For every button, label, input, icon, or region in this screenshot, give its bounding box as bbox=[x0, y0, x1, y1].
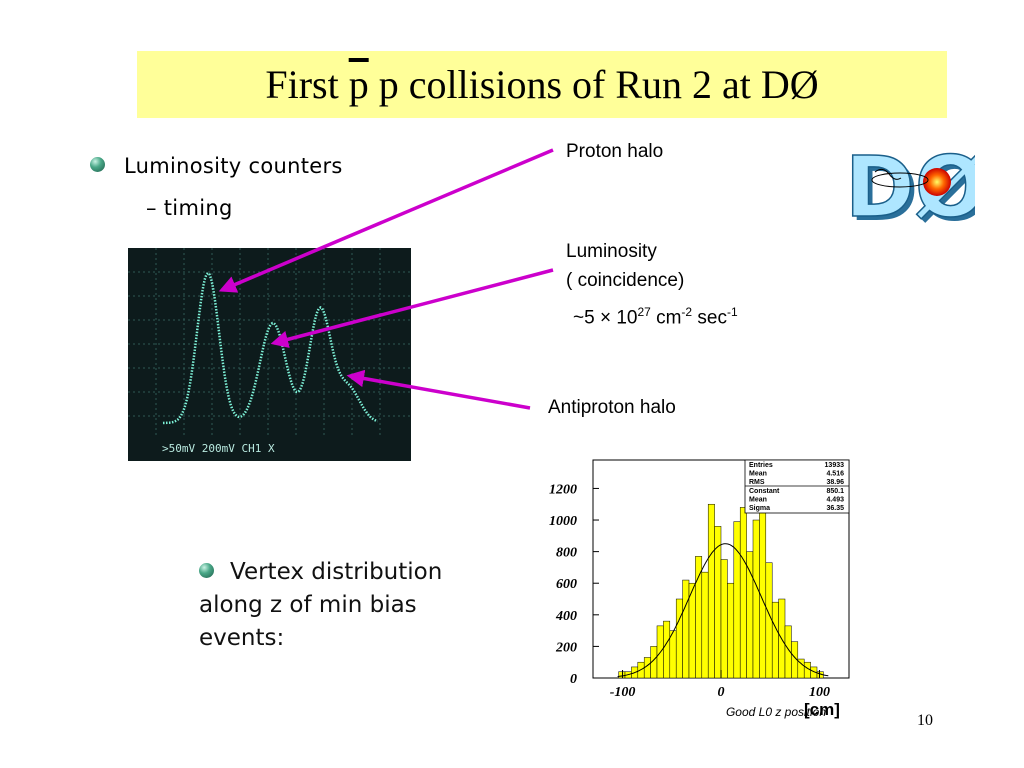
oscilloscope-readout: >50mV 200mV CH1 X bbox=[162, 442, 275, 455]
stats-label: Entries bbox=[749, 462, 773, 469]
lumi-prefix: ~5 × 10 bbox=[573, 307, 638, 329]
page-number: 10 bbox=[917, 712, 933, 729]
histogram-bar bbox=[727, 582, 735, 679]
x-tick-label: -100 bbox=[610, 685, 636, 700]
y-tick-label: 400 bbox=[555, 609, 577, 624]
d0-logo-graphic: DØ DØ bbox=[844, 137, 990, 240]
y-tick-label: 1000 bbox=[549, 514, 577, 529]
x-axis-unit: [cm] bbox=[804, 700, 840, 719]
histogram-bar bbox=[695, 556, 703, 679]
lumi-exp-3: -1 bbox=[726, 305, 738, 319]
histogram-bar bbox=[663, 620, 671, 679]
oscilloscope-trace-plot: >50mV 200mV CH1 X bbox=[128, 248, 411, 455]
histogram-bar bbox=[720, 559, 728, 679]
stats-value: 850.1 bbox=[826, 488, 844, 495]
histogram-bar bbox=[618, 671, 626, 679]
stats-value: 13933 bbox=[825, 462, 845, 469]
bullet-icon-vertex bbox=[199, 563, 214, 578]
svg-text:DØ: DØ bbox=[845, 140, 975, 230]
histogram-bar bbox=[707, 503, 715, 679]
y-tick-label: 200 bbox=[555, 640, 577, 655]
oscilloscope-trace bbox=[162, 271, 378, 425]
lumi-exp-1: 27 bbox=[637, 305, 651, 319]
y-tick-label: 600 bbox=[556, 577, 577, 592]
stats-value: 38.96 bbox=[826, 479, 844, 486]
title-pbar: p bbox=[348, 62, 369, 107]
x-tick-label: 0 bbox=[718, 685, 725, 700]
vertex-text: Vertex distribution along z of min bias … bbox=[199, 559, 443, 651]
vertex-histogram: 0 200 400 600 800 1000 1200 -100 0 100 Entries 13… bbox=[520, 450, 860, 730]
histogram-bar bbox=[675, 598, 683, 679]
callout-luminosity-value: ~5 × 1027 cm-2 sec-1 bbox=[573, 305, 738, 329]
histogram-bar bbox=[688, 582, 696, 679]
y-tick-label: 0 bbox=[570, 672, 577, 687]
d0-logo: DØ DØ bbox=[844, 137, 990, 240]
y-tick-label: 1200 bbox=[549, 482, 577, 497]
stats-label: Mean bbox=[749, 470, 767, 477]
vertex-distribution-text: Vertex distribution along z of min bias … bbox=[199, 556, 499, 655]
bullet-icon bbox=[90, 157, 105, 172]
bullet-luminosity-counters: Luminosity counters bbox=[124, 154, 343, 178]
stats-value: 4.516 bbox=[826, 470, 844, 477]
histogram-bar bbox=[771, 601, 779, 679]
y-tick-label: 800 bbox=[556, 546, 577, 561]
lumi-exp-2: -2 bbox=[681, 305, 693, 319]
histogram-bar bbox=[643, 657, 651, 679]
lumi-unit-2: sec bbox=[692, 307, 727, 329]
stats-label: Constant bbox=[749, 488, 780, 495]
callout-luminosity: Luminosity bbox=[566, 241, 657, 262]
histogram-bar bbox=[701, 571, 709, 679]
callout-coincidence: ( coincidence) bbox=[566, 270, 685, 291]
stats-value: 4.493 bbox=[826, 497, 844, 504]
stats-label: Sigma bbox=[749, 505, 770, 512]
histogram-bar bbox=[682, 579, 690, 679]
stats-label: RMS bbox=[749, 479, 765, 486]
stats-box bbox=[744, 459, 850, 514]
title-text-2: p collisions of Run 2 at DØ bbox=[368, 62, 819, 107]
stats-value: 36.35 bbox=[826, 505, 844, 512]
x-axis-label: Good L0 z position bbox=[726, 705, 826, 719]
histogram-bar bbox=[739, 507, 747, 679]
title-banner: First p p collisions of Run 2 at DØ bbox=[137, 51, 947, 118]
title-text-1: First bbox=[265, 62, 349, 107]
oscilloscope-screen: >50mV 200mV CH1 X bbox=[128, 248, 411, 461]
callout-proton-halo: Proton halo bbox=[566, 141, 664, 162]
gaussian-fit-curve bbox=[617, 543, 829, 678]
sub-bullet-timing: – timing bbox=[146, 196, 233, 220]
histogram-bar bbox=[733, 521, 741, 679]
histogram-bar bbox=[765, 562, 773, 679]
lumi-unit-1: cm bbox=[650, 307, 682, 329]
stats-label: Mean bbox=[749, 497, 767, 504]
slide-title: First p p collisions of Run 2 at DØ bbox=[137, 61, 947, 108]
svg-text:DØ: DØ bbox=[849, 142, 975, 230]
x-tick-label: 100 bbox=[809, 685, 830, 700]
histogram-bar bbox=[669, 630, 677, 679]
histogram-plot: 0 200 400 600 800 1000 1200 -100 0 100 Entries 13… bbox=[549, 459, 850, 719]
histogram-bar bbox=[752, 519, 760, 679]
callout-antiproton-halo: Antiproton halo bbox=[548, 397, 676, 418]
